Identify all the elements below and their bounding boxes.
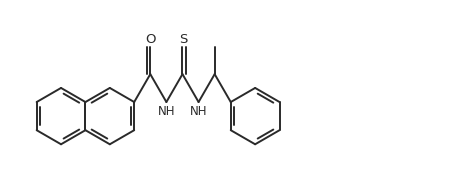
Text: S: S: [179, 33, 188, 46]
Text: NH: NH: [157, 105, 175, 118]
Text: O: O: [145, 33, 156, 46]
Text: NH: NH: [190, 105, 207, 118]
